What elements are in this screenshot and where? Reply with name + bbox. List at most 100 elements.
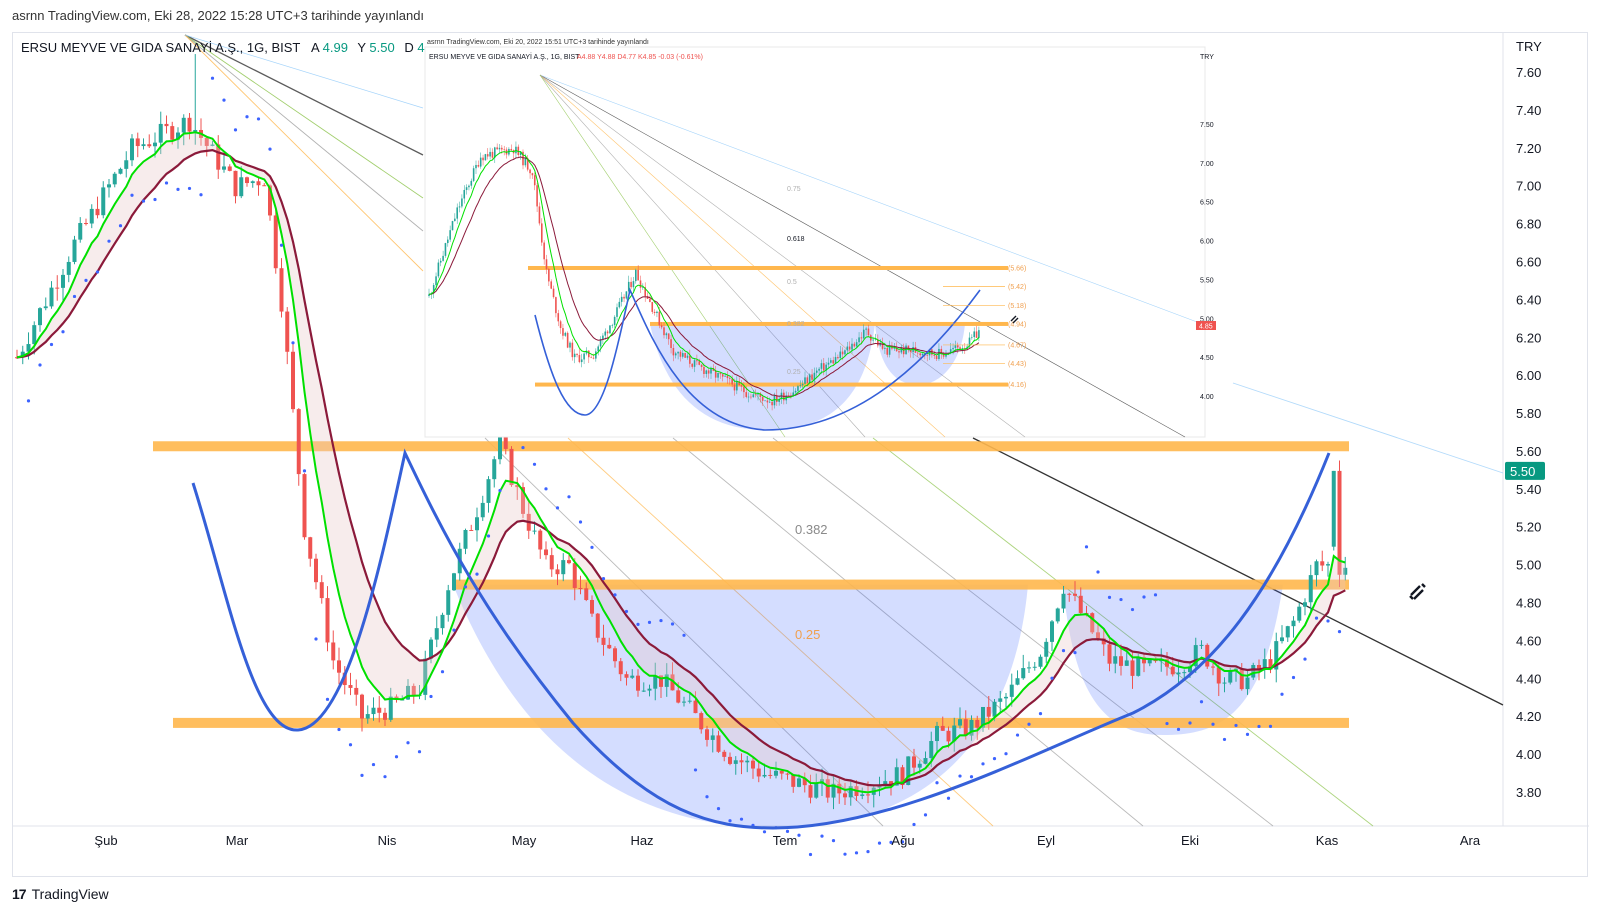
- candle-body: [1050, 621, 1054, 642]
- inset-candle-body: [818, 368, 820, 371]
- candle-body: [1119, 656, 1123, 666]
- psar-dot: [1015, 733, 1020, 737]
- inset-ema-fast: [428, 149, 980, 402]
- price-tick-label: 7.20: [1516, 141, 1541, 156]
- inset-candle-body: [463, 189, 466, 199]
- inset-candle-body: [651, 302, 654, 312]
- symbol-legend[interactable]: ERSU MEYVE VE GIDA SANAYİ A.Ş., 1G, BIST…: [21, 40, 443, 55]
- candle-body: [423, 658, 428, 695]
- high-value: 5.50: [369, 40, 394, 55]
- fan-line-lower-4: [872, 437, 1374, 827]
- psar-dot: [371, 762, 376, 767]
- candle-body: [1136, 657, 1141, 676]
- inset-target-labels: (5.66) (5.42) (5.18) (4.94) (4.67) (4.43) (4.1…: [943, 265, 1026, 389]
- price-axis[interactable]: 7.60 7.40 7.20 7.00 6.80 6.60 6.40 6.20 6.00 5.80…: [1516, 65, 1541, 800]
- psar-dot: [1004, 752, 1008, 756]
- inset-candle-body: [773, 395, 776, 406]
- inset-candle-body: [714, 370, 717, 378]
- inset-candle-body: [893, 348, 896, 349]
- psar-dot: [1096, 570, 1100, 574]
- psar-dot: [647, 620, 652, 624]
- inset-candle-body: [740, 385, 743, 387]
- psar-dot: [636, 622, 640, 626]
- candle-body: [365, 714, 370, 719]
- candle-body: [618, 661, 623, 675]
- candle-body: [1061, 593, 1066, 609]
- price-tick-label: 5.20: [1516, 520, 1541, 535]
- inset-fib-label: 0.382: [787, 321, 805, 328]
- time-tick-label: Eyl: [1037, 833, 1055, 848]
- inset-candle-body: [522, 151, 524, 166]
- candle-body: [1331, 470, 1336, 547]
- candle-body: [1205, 644, 1210, 667]
- inset-candle-body: [761, 396, 764, 401]
- candle-body: [636, 675, 640, 691]
- candle-body: [429, 639, 433, 659]
- candle-body: [1291, 620, 1296, 627]
- tradingview-brand[interactable]: 17 TradingView: [12, 886, 109, 902]
- price-tick-label: 4.40: [1516, 671, 1541, 686]
- candle-body: [1147, 659, 1152, 664]
- inset-candle-body: [759, 393, 762, 397]
- inset-candle-body: [959, 347, 961, 350]
- inset-candle-body: [900, 347, 903, 353]
- inset-candle-body: [538, 206, 541, 224]
- candle-body: [1044, 641, 1049, 657]
- candle-body: [682, 701, 686, 703]
- candle-body: [135, 138, 140, 147]
- price-tick-label: 6.60: [1516, 254, 1541, 269]
- inset-snapshot: asrnn TradingView.com, Eki 20, 2022 15:5…: [424, 35, 1225, 438]
- candle-body: [567, 560, 571, 564]
- main-chart[interactable]: 0.382 0.25 7.60 7.40 7.20 7.00 6.80 6.60 6.40 6…: [13, 33, 1589, 878]
- inset-candle-body: [592, 357, 595, 359]
- inset-candle-body: [917, 352, 919, 354]
- inset-candle-body: [477, 164, 480, 167]
- candle-body: [296, 409, 301, 475]
- inset-candle-body: [907, 345, 910, 350]
- candle-body: [239, 177, 244, 197]
- inset-candle-body: [860, 337, 863, 339]
- inset-candle-body: [867, 328, 870, 336]
- resistance-levels: [153, 441, 1349, 728]
- inset-candle-body: [771, 401, 773, 406]
- time-axis[interactable]: Şub Mar Nis May Haz Tem Ağu Eyl Eki Kas Ara: [94, 833, 1480, 848]
- candle-body: [1314, 561, 1319, 576]
- inset-candle-body: [611, 325, 614, 326]
- inset-candle-body: [510, 148, 513, 151]
- candles: [15, 54, 1348, 810]
- inset-candle-body: [682, 353, 684, 357]
- psar-dot: [670, 622, 675, 626]
- candle-body: [952, 725, 957, 742]
- candle-body: [647, 688, 652, 691]
- inset-candle-body: [583, 353, 585, 360]
- candle-body: [1015, 678, 1020, 685]
- inset-candle-body: [691, 363, 693, 367]
- crosshair-measure-icon[interactable]: [1409, 583, 1426, 600]
- candle-body: [245, 177, 249, 184]
- chart-frame[interactable]: 0.382 0.25 7.60 7.40 7.20 7.00 6.80 6.60 6.40 6…: [12, 32, 1589, 878]
- psar-dot: [1303, 657, 1307, 661]
- candle-body: [1101, 638, 1106, 645]
- inset-candle-body: [557, 313, 560, 322]
- fan-line-4: [184, 34, 424, 109]
- inset-candle-body: [517, 146, 520, 156]
- inset-candle-body: [559, 321, 562, 329]
- inset-target-label: (4.94): [1008, 321, 1026, 328]
- inset-candle-body: [649, 298, 651, 303]
- inset-last-price: 4.85: [1199, 324, 1213, 331]
- candle-body: [630, 675, 635, 678]
- candle-body: [687, 700, 692, 702]
- psar-dot: [130, 193, 134, 197]
- inset-candle-body: [973, 331, 975, 338]
- inset-level-bottom: [535, 382, 1008, 387]
- candle-body: [739, 760, 744, 763]
- inset-candle-body: [623, 296, 625, 299]
- candle-body: [975, 719, 980, 728]
- inset-candle-body: [531, 173, 534, 176]
- candle-body: [1343, 567, 1348, 575]
- candle-body: [463, 530, 468, 549]
- fib-label-025: 0.25: [795, 627, 820, 642]
- candle-body: [388, 696, 393, 720]
- low-label: D: [404, 40, 413, 55]
- candle-body: [1170, 666, 1175, 675]
